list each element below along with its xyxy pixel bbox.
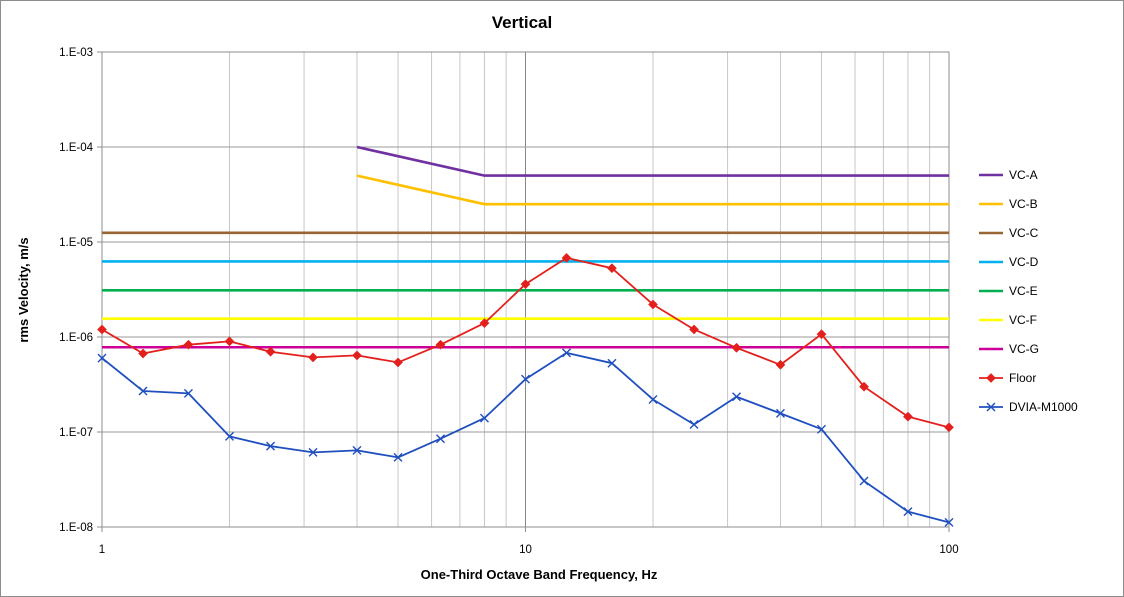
data-point-floor	[224, 336, 235, 347]
legend-label: VC-F	[1009, 313, 1037, 327]
y-tick-label: 1.E-03	[59, 47, 93, 59]
data-point-dvia-m1000	[521, 374, 530, 384]
data-point-dvia-m1000	[224, 431, 234, 441]
data-point-floor	[479, 318, 490, 329]
legend-item-vc-f: VC-F	[979, 313, 1037, 327]
data-point-dvia-m1000	[393, 452, 403, 462]
data-point-dvia-m1000	[732, 392, 742, 402]
legend-label: VC-D	[1009, 255, 1039, 269]
y-tick-label: 1.E-04	[59, 142, 93, 154]
legend-item-vc-b: VC-B	[979, 197, 1038, 211]
data-point-dvia-m1000	[648, 394, 658, 404]
data-point-dvia-m1000	[352, 445, 362, 455]
data-point-floor	[352, 350, 362, 361]
data-point-floor	[648, 299, 658, 310]
x-tick-label: 1	[99, 544, 105, 556]
series-vc-b	[356, 174, 949, 206]
legend-item-vc-c: VC-C	[979, 226, 1039, 240]
data-point-floor	[731, 342, 742, 353]
x-tick-label: 10	[519, 544, 532, 556]
data-point-floor	[183, 339, 194, 350]
tick-labels: 1.E-08 1.E-07 1.E-06 1.E-05 1.E-04 1.E-03 1 10 1…	[59, 47, 958, 556]
y-axis-title: rms Velocity, m/s	[16, 237, 31, 342]
data-point-dvia-m1000	[817, 424, 827, 434]
data-point-floor	[520, 279, 531, 290]
data-point-dvia-m1000	[308, 447, 318, 457]
legend-label: VC-A	[1009, 168, 1038, 182]
legend-label: Floor	[1009, 371, 1036, 385]
chart-title: Vertical	[492, 13, 553, 32]
data-point-floor	[944, 422, 954, 433]
legend-item-vc-d: VC-D	[979, 255, 1039, 269]
y-tick-label: 1.E-08	[59, 522, 93, 534]
legend-item-vc-e: VC-E	[979, 284, 1038, 298]
data-point-dvia-m1000	[775, 408, 785, 418]
series-line-vc-b	[356, 174, 949, 206]
data-point-dvia-m1000	[903, 507, 913, 517]
legend-label: VC-E	[1009, 284, 1038, 298]
data-point-floor	[816, 329, 827, 340]
data-point-floor	[393, 357, 403, 368]
legend-label: VC-G	[1009, 342, 1039, 356]
data-point-floor	[97, 324, 107, 335]
data-point-dvia-m1000	[183, 388, 193, 398]
data-point-dvia-m1000	[479, 413, 489, 423]
x-tick-label: 100	[939, 544, 958, 556]
legend: VC-A VC-B VC-C VC-D VC-E VC-F VC-G Floor DVIA-M1…	[979, 168, 1078, 414]
data-point-floor	[775, 359, 786, 370]
legend-item-dvia-m1000: DVIA-M1000	[979, 400, 1078, 414]
data-point-floor	[265, 346, 276, 357]
legend-label: VC-C	[1009, 226, 1039, 240]
data-point-dvia-m1000	[859, 476, 869, 486]
legend-label: VC-B	[1009, 197, 1038, 211]
legend-item-vc-g: VC-G	[979, 342, 1039, 356]
legend-item-vc-a: VC-A	[979, 168, 1038, 182]
series-vc-a	[356, 145, 949, 177]
data-point-floor	[138, 348, 148, 359]
data-point-dvia-m1000	[562, 348, 572, 358]
grid	[97, 51, 950, 532]
data-point-dvia-m1000	[689, 419, 699, 429]
series-line-vc-a	[356, 145, 949, 177]
legend-label: DVIA-M1000	[1009, 400, 1078, 414]
y-tick-label: 1.E-06	[59, 332, 93, 344]
data-point-floor	[689, 324, 699, 335]
y-tick-label: 1.E-05	[59, 237, 93, 249]
data-point-floor	[561, 252, 572, 263]
data-point-floor	[606, 263, 617, 274]
data-point-dvia-m1000	[607, 358, 617, 368]
series-dvia-m1000	[97, 348, 954, 527]
data-point-floor	[308, 352, 318, 363]
data-point-floor	[859, 381, 869, 392]
legend-marker	[986, 402, 996, 412]
data-point-dvia-m1000	[944, 517, 954, 527]
data-point-dvia-m1000	[266, 441, 276, 451]
data-point-dvia-m1000	[436, 434, 446, 444]
y-tick-label: 1.E-07	[59, 427, 93, 439]
x-axis-title: One-Third Octave Band Frequency, Hz	[421, 567, 658, 582]
legend-item-floor: Floor	[979, 371, 1036, 385]
series-floor	[97, 252, 954, 433]
data-point-floor	[903, 411, 913, 422]
series-layer	[97, 145, 954, 527]
data-point-dvia-m1000	[138, 386, 148, 396]
data-point-dvia-m1000	[97, 353, 107, 363]
data-point-floor	[435, 339, 446, 350]
legend-marker	[986, 373, 996, 383]
